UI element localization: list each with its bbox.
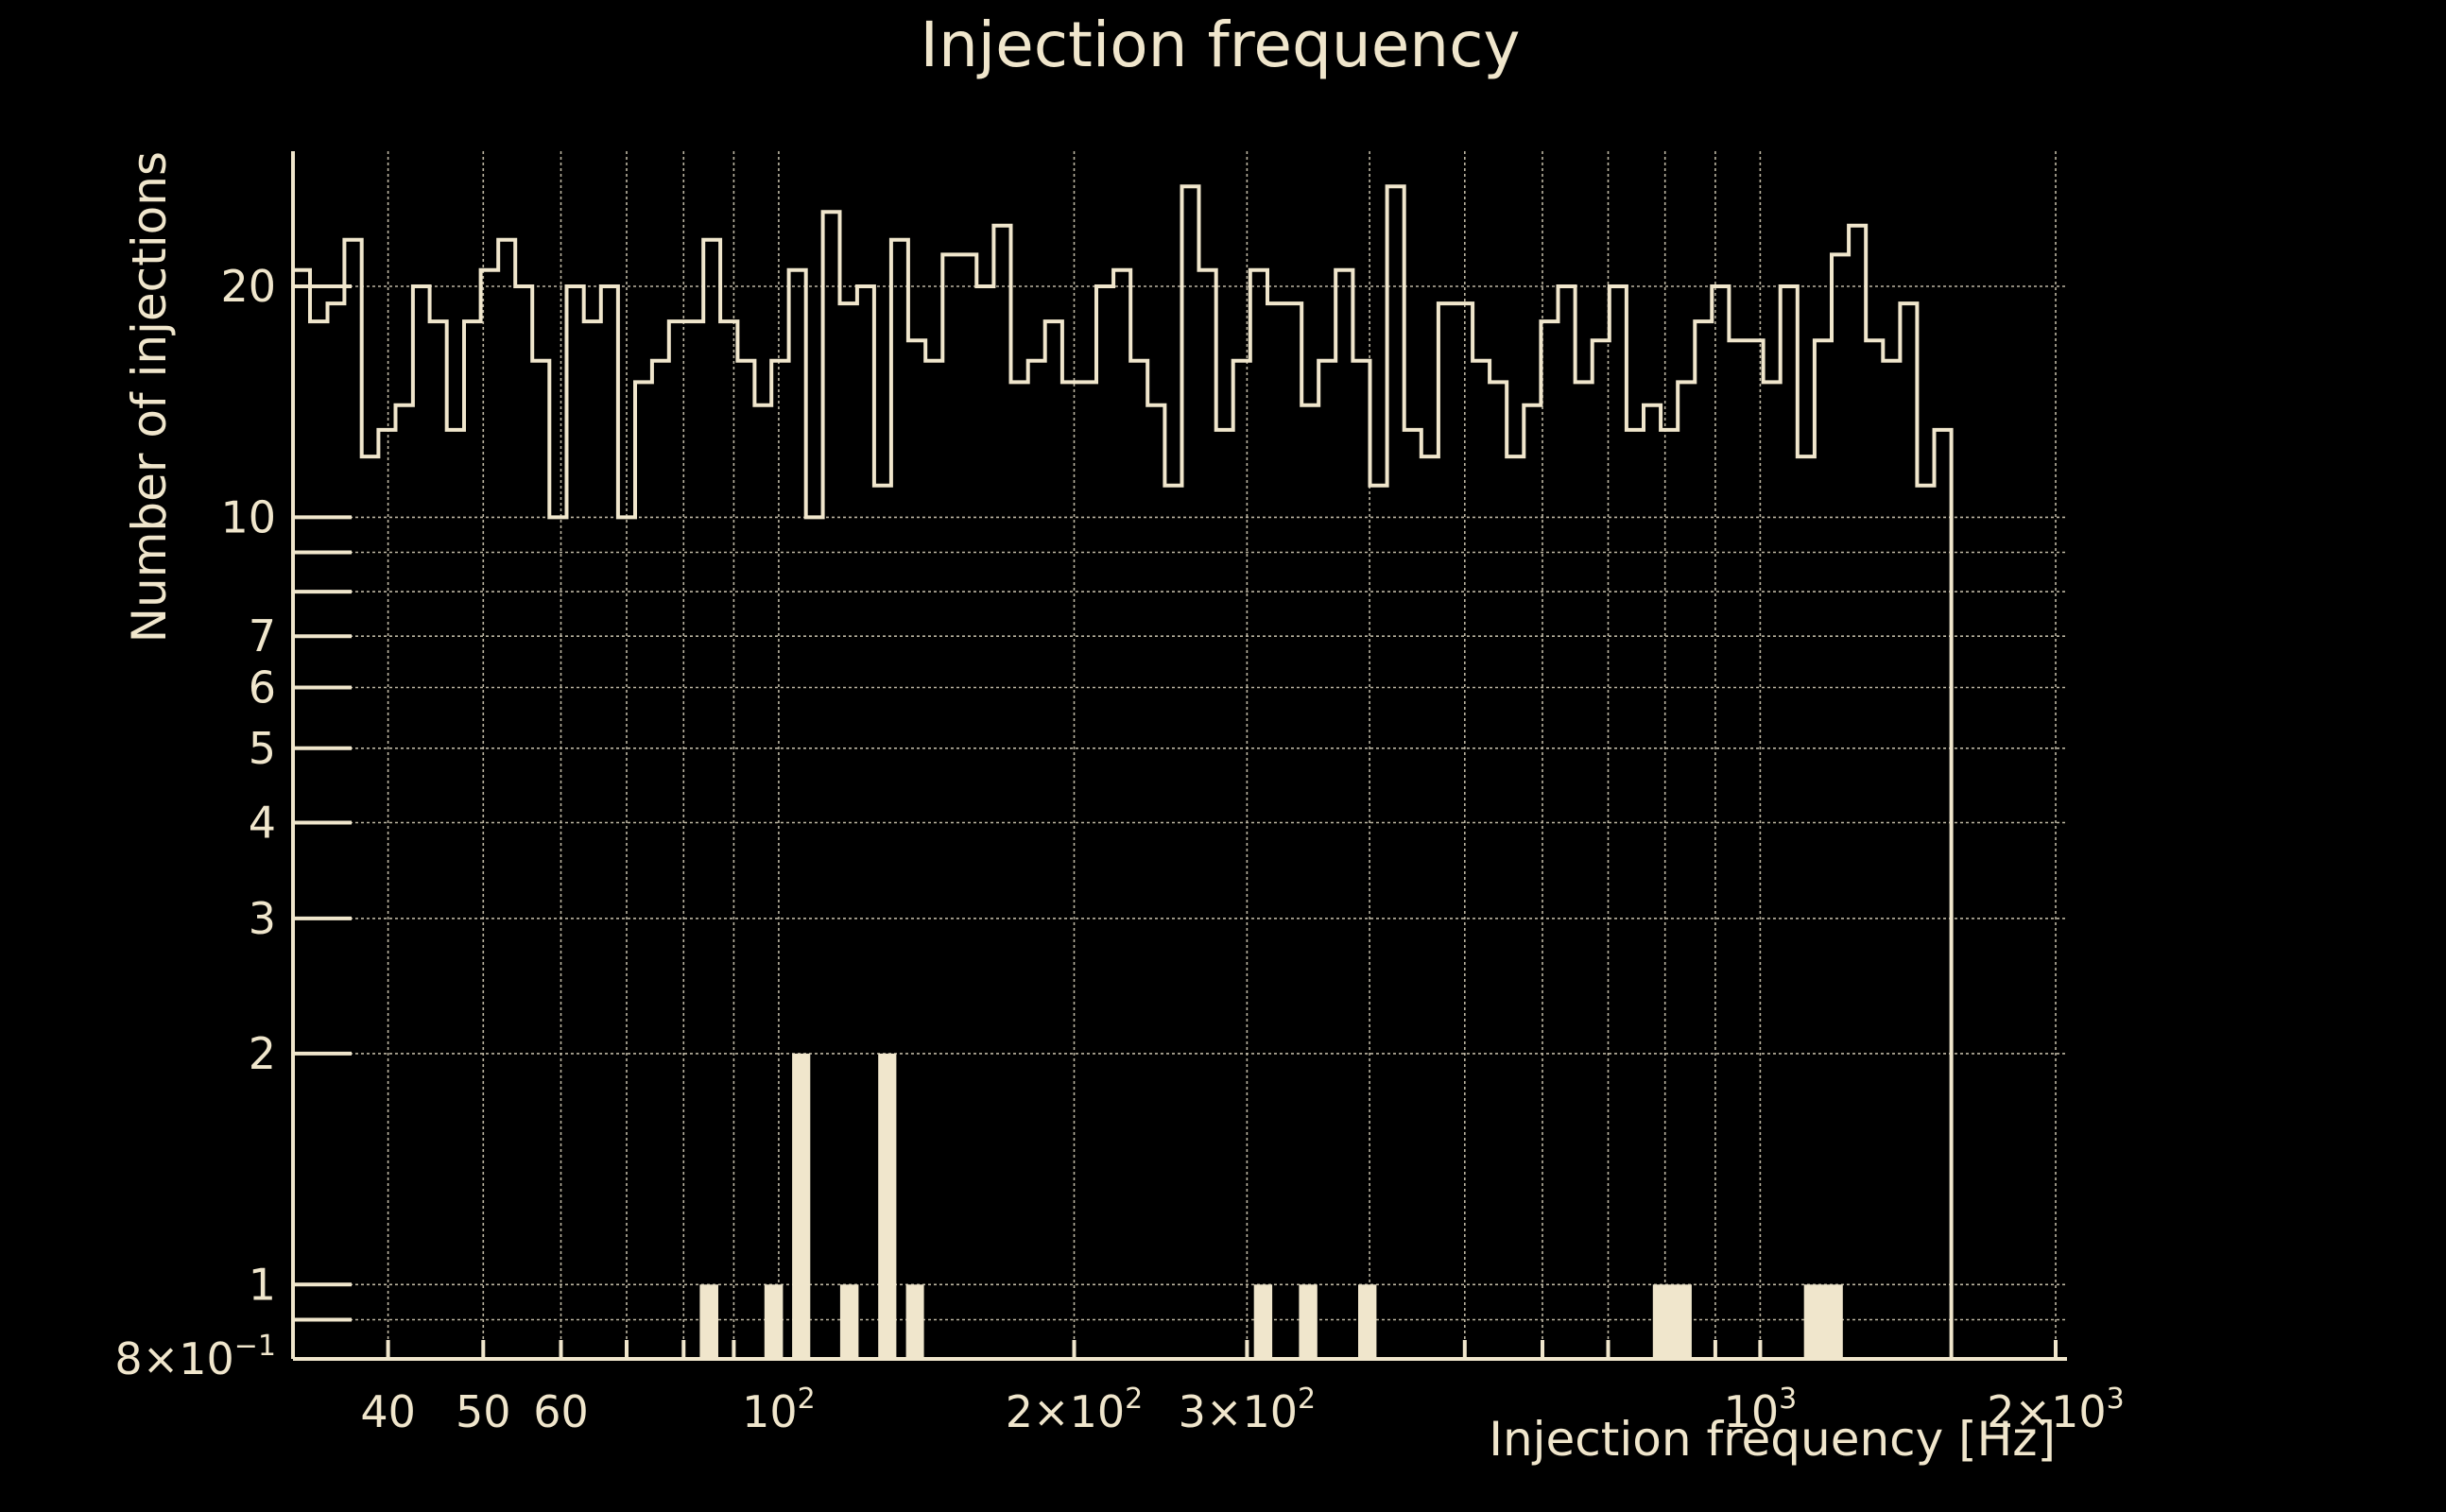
x-tick-label: 2×102 [1006,1383,1143,1437]
histogram-bar [1299,1284,1318,1359]
chart-title: Injection frequency [921,9,1521,81]
histogram-bar [839,1284,859,1359]
histogram-bar [1358,1284,1377,1359]
grid-layer [293,151,2067,1359]
y-tick-label: 1 [249,1259,276,1310]
x-tick-label: 102 [742,1383,816,1437]
bar-series [699,1053,1843,1359]
x-tick-label: 50 [456,1386,511,1437]
histogram-bar [1803,1284,1843,1359]
y-tick-label: 3 [249,893,276,944]
y-tick-label: 7 [249,610,276,662]
x-axis-label: Injection frequency [Hz] [1489,1412,2056,1467]
histogram-bar [792,1053,811,1359]
y-tick-label: 6 [249,662,276,713]
histogram-outline [293,184,1954,1359]
histogram-bar [1652,1284,1692,1359]
y-tick-label: 8×10−1 [114,1330,276,1384]
step-series [293,184,1954,1359]
y-tick-label: 5 [249,723,276,774]
x-tick-label: 3×102 [1179,1383,1316,1437]
y-tick-label: 10 [220,491,276,542]
x-tick-label: 40 [360,1386,416,1437]
histogram-bar [1253,1284,1273,1359]
y-axis-label: Number of injections [122,151,177,643]
histogram-bar [878,1053,897,1359]
axes [291,151,2067,1361]
y-tick-label: 2 [249,1028,276,1079]
x-tick-label: 2×103 [1987,1383,2124,1437]
x-tick-label: 60 [533,1386,589,1437]
histogram-bar [905,1284,924,1359]
tick-labels: 40 50 60 102 2×102 3×102 103 2×103 8×10−1 1 2 3 4 5 67… [114,261,2124,1437]
y-tick-label: 4 [249,798,276,849]
x-tick-label: 103 [1724,1383,1798,1437]
histogram-bar [699,1284,718,1359]
y-tick-label: 20 [220,261,276,312]
